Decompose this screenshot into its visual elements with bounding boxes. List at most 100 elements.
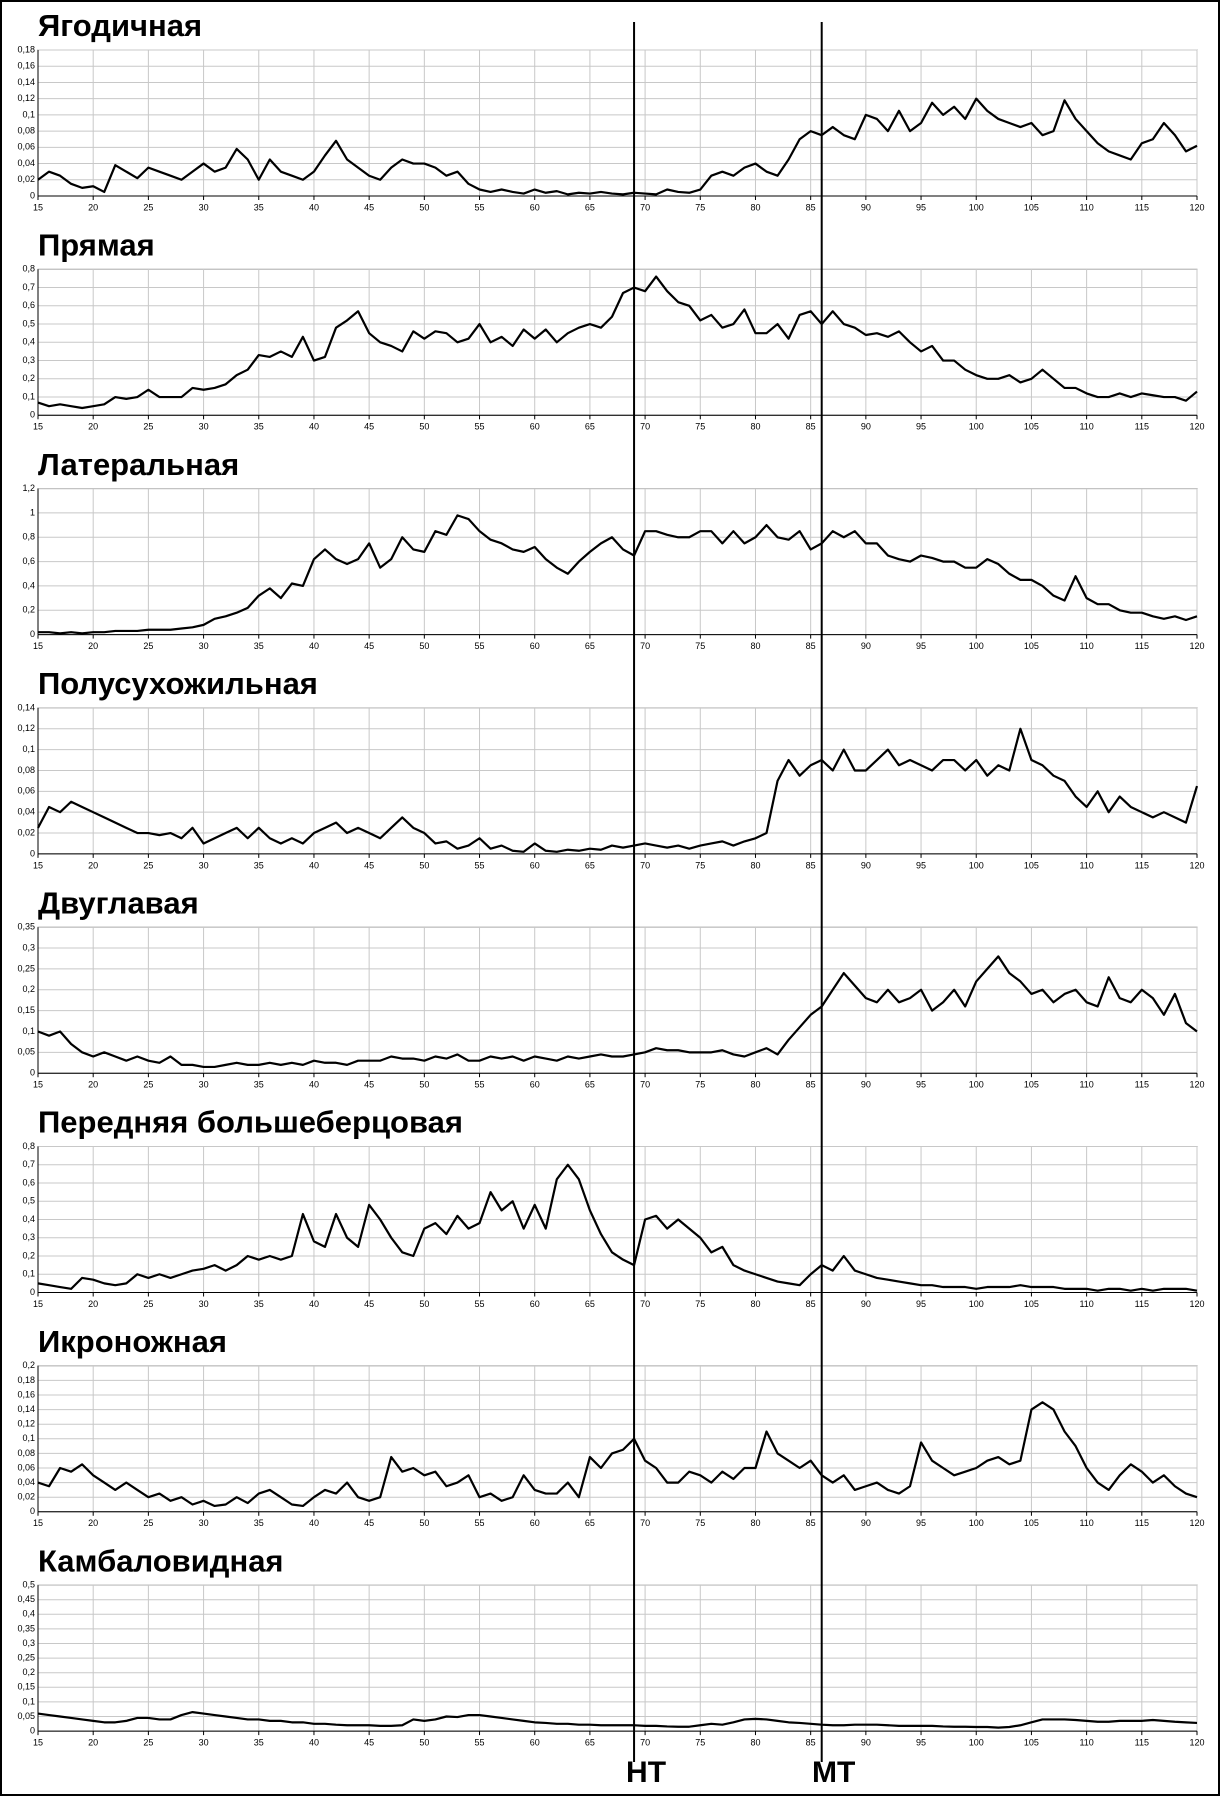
x-tick-label: 55 — [475, 641, 485, 651]
y-tick-label: 0,02 — [17, 827, 35, 837]
x-tick-label: 110 — [1079, 1299, 1093, 1309]
x-tick-label: 85 — [806, 1080, 816, 1090]
y-tick-label: 1 — [30, 507, 35, 517]
x-tick-label: 115 — [1135, 1080, 1149, 1090]
x-tick-label: 105 — [1024, 1737, 1039, 1747]
y-tick-label: 0,02 — [17, 174, 35, 184]
data-line — [37, 1711, 1198, 1729]
x-tick-label: 85 — [806, 422, 816, 432]
y-tick-label: 0,2 — [22, 984, 35, 994]
x-tick-label: 100 — [969, 1737, 984, 1747]
y-tick-label: 0,4 — [22, 337, 35, 347]
y-tick-label: 0 — [30, 1506, 35, 1516]
y-tick-label: 0,05 — [17, 1047, 35, 1057]
y-tick-label: 0,18 — [17, 1375, 35, 1385]
x-tick-label: 40 — [309, 1080, 319, 1090]
data-line — [37, 1163, 1198, 1292]
y-tick-label: 0,08 — [17, 765, 35, 775]
x-tick-label: 55 — [475, 1299, 485, 1309]
x-tick-label: 20 — [88, 860, 98, 870]
x-tick-label: 115 — [1135, 641, 1149, 651]
chart-title: Полусухожильная — [38, 666, 318, 701]
y-tick-label: 0,05 — [17, 1711, 35, 1721]
x-tick-label: 95 — [916, 1737, 926, 1747]
y-tick-label: 0,6 — [22, 300, 35, 310]
x-tick-label: 110 — [1079, 860, 1093, 870]
x-tick-label: 25 — [143, 1737, 153, 1747]
x-tick-label: 105 — [1024, 1080, 1039, 1090]
x-tick-label: 15 — [33, 202, 43, 212]
x-tick-label: 35 — [254, 860, 264, 870]
y-tick-label: 0,1 — [22, 1026, 35, 1036]
x-tick-label: 20 — [88, 1737, 98, 1747]
x-tick-label: 35 — [254, 641, 264, 651]
x-tick-label: 55 — [475, 202, 485, 212]
x-tick-label: 85 — [806, 1518, 816, 1528]
y-tick-label: 0,12 — [17, 723, 35, 733]
y-tick-label: 0,35 — [17, 922, 35, 932]
x-tick-label: 55 — [475, 1518, 485, 1528]
x-tick-label: 25 — [143, 202, 153, 212]
x-tick-label: 75 — [695, 860, 705, 870]
y-tick-label: 0,12 — [17, 1419, 35, 1429]
y-tick-label: 0,4 — [22, 580, 35, 590]
x-tick-label: 70 — [640, 1518, 650, 1528]
y-tick-label: 0,04 — [17, 1477, 35, 1487]
x-tick-label: 65 — [585, 641, 595, 651]
x-tick-label: 60 — [530, 1737, 540, 1747]
x-tick-label: 110 — [1079, 641, 1093, 651]
x-tick-label: 50 — [419, 1737, 429, 1747]
y-tick-label: 0,08 — [17, 125, 35, 135]
x-tick-label: 60 — [530, 1080, 540, 1090]
x-tick-label: 90 — [861, 1737, 871, 1747]
y-tick-label: 0 — [30, 410, 35, 420]
x-tick-label: 45 — [364, 641, 374, 651]
y-tick-label: 0,1 — [22, 109, 35, 119]
x-tick-label: 120 — [1189, 202, 1204, 212]
x-tick-label: 45 — [364, 202, 374, 212]
x-tick-label: 40 — [309, 1299, 319, 1309]
x-tick-label: 30 — [199, 1299, 209, 1309]
x-tick-label: 80 — [750, 1299, 760, 1309]
y-tick-label: 0,06 — [17, 786, 35, 796]
x-tick-label: 105 — [1024, 860, 1039, 870]
y-tick-label: 0,1 — [22, 1269, 35, 1279]
y-tick-label: 0,16 — [17, 61, 35, 71]
y-tick-label: 0,3 — [22, 942, 35, 952]
data-line — [38, 514, 1198, 635]
y-tick-label: 0,45 — [17, 1594, 35, 1604]
x-tick-label: 60 — [530, 641, 540, 651]
plot-area — [37, 926, 1198, 1074]
x-tick-label: 80 — [750, 422, 760, 432]
x-tick-label: 25 — [143, 422, 153, 432]
x-tick-label: 25 — [143, 1080, 153, 1090]
x-tick-label: 45 — [364, 422, 374, 432]
x-tick-label: 120 — [1189, 1299, 1204, 1309]
x-tick-label: 15 — [33, 422, 43, 432]
x-tick-label: 20 — [88, 1299, 98, 1309]
x-tick-label: 80 — [750, 202, 760, 212]
x-tick-label: 40 — [309, 202, 319, 212]
y-tick-label: 0,04 — [17, 807, 35, 817]
x-tick-label: 45 — [364, 860, 374, 870]
y-tick-label: 0,04 — [17, 158, 35, 168]
x-tick-label: 110 — [1079, 1080, 1093, 1090]
x-tick-label: 95 — [916, 1518, 926, 1528]
x-tick-label: 70 — [640, 1080, 650, 1090]
x-tick-label: 110 — [1079, 1518, 1093, 1528]
x-tick-label: 100 — [969, 641, 984, 651]
x-tick-label: 30 — [199, 1737, 209, 1747]
x-tick-label: 100 — [969, 202, 984, 212]
x-tick-label: 120 — [1189, 860, 1204, 870]
x-tick-label: 20 — [88, 422, 98, 432]
x-tick-label: 30 — [199, 1080, 209, 1090]
x-tick-label: 35 — [254, 1737, 264, 1747]
x-tick-label: 110 — [1079, 1737, 1093, 1747]
y-tick-label: 0 — [30, 848, 35, 858]
data-line — [37, 97, 1198, 196]
x-tick-label: 95 — [916, 422, 926, 432]
x-tick-label: 30 — [199, 1518, 209, 1528]
chart-title: Прямая — [38, 227, 155, 262]
x-tick-label: 95 — [916, 1080, 926, 1090]
plot-area — [37, 49, 1198, 197]
